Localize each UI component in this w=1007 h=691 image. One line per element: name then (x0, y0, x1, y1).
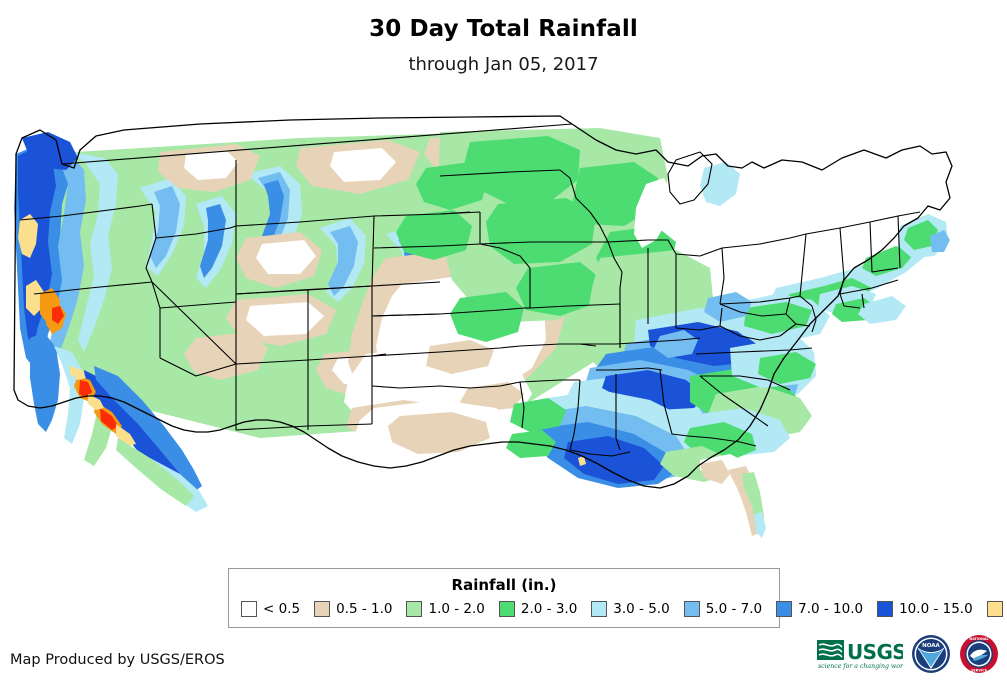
legend-swatch-1-0-2-0 (406, 601, 423, 617)
map-legend: Rainfall (in.) < 0.5 0.5 - 1.0 1.0 - 2.0… (228, 568, 1003, 628)
legend-swatch-0-5-1-0 (314, 601, 331, 617)
legend-item-1-0-2-0: 1.0 - 2.0 (406, 599, 485, 619)
legend-swatch-15-0-20-0 (986, 601, 1003, 617)
page-title: 30 Day Total Rainfall (369, 16, 638, 42)
legend-item-5-0-7-0: 5.0 - 7.0 (683, 599, 763, 619)
legend-swatch-5-0-7-0 (683, 601, 700, 617)
legend-label-5-0-7-0: 5.0 - 7.0 (705, 601, 763, 617)
state-boundaries (13, 115, 953, 489)
svg-text:science for a changing world: science for a changing world (818, 663, 903, 670)
legend-swatch-2-0-3-0 (498, 601, 515, 617)
legend-item-7-0-10-0: 7.0 - 10.0 (776, 599, 863, 619)
legend-label-10-0-15-0: 10.0 - 15.0 (899, 601, 973, 617)
legend-item-10-0-15-0: 10.0 - 15.0 (877, 599, 973, 619)
nws-logo[interactable]: NATIONAL SERVICE (959, 634, 999, 674)
legend-swatch-10-0-15-0 (877, 601, 894, 617)
legend-title: Rainfall (in.) (451, 576, 557, 594)
svg-text:SERVICE: SERVICE (971, 669, 988, 673)
legend-swatch-7-0-10-0 (776, 601, 793, 617)
agency-logo-bar: USGS science for a changing world NOAA N… (817, 634, 999, 674)
us-choropleth-svg[interactable] (0, 108, 1007, 548)
svg-text:USGS: USGS (847, 640, 903, 664)
rainfall-raster (14, 128, 950, 548)
legend-item-3-0-5-0: 3.0 - 5.0 (591, 599, 670, 619)
svg-text:NATIONAL: NATIONAL (969, 637, 989, 641)
legend-swatch-lt-0-5 (241, 601, 257, 617)
legend-label-2-0-3-0: 2.0 - 3.0 (520, 601, 578, 617)
legend-items: < 0.5 0.5 - 1.0 1.0 - 2.0 2.0 - 3.0 3.0 … (239, 599, 1003, 619)
page-subtitle: through Jan 05, 2017 (408, 54, 599, 75)
title-block: 30 Day Total Rainfall through Jan 05, 20… (0, 0, 1007, 75)
legend-item-0-5-1-0: 0.5 - 1.0 (314, 599, 392, 619)
noaa-logo[interactable]: NOAA (911, 634, 951, 674)
legend-item-15-0-20-0: 15.0 - 20.0 (986, 599, 1007, 619)
legend-label-7-0-10-0: 7.0 - 10.0 (798, 601, 864, 617)
legend-item-2-0-3-0: 2.0 - 3.0 (498, 599, 578, 619)
legend-label-0-5-1-0: 0.5 - 1.0 (336, 601, 393, 617)
legend-label-1-0-2-0: 1.0 - 2.0 (428, 601, 485, 617)
map-credit: Map Produced by USGS/EROS (10, 652, 225, 668)
legend-label-lt-0-5: < 0.5 (263, 601, 301, 617)
legend-swatch-3-0-5-0 (591, 601, 608, 617)
usgs-logo[interactable]: USGS science for a changing world (817, 637, 903, 671)
svg-text:NOAA: NOAA (922, 643, 940, 649)
legend-label-3-0-5-0: 3.0 - 5.0 (613, 601, 670, 617)
rainfall-map[interactable] (0, 108, 1007, 548)
legend-item-lt-0-5: < 0.5 (241, 599, 300, 619)
